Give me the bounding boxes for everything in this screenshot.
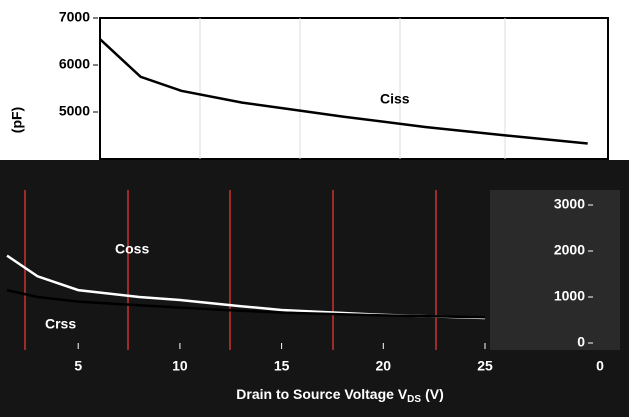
- plot-area: [99, 17, 609, 160]
- y-tick-label: 6000: [59, 56, 90, 72]
- series-line: [6, 288, 486, 319]
- y-axis-label: (pF): [9, 107, 25, 133]
- x-label-main: Drain to Source Voltage V: [236, 386, 408, 402]
- y-tick-label: 5000: [59, 103, 90, 119]
- x-tick-label: 10: [172, 358, 188, 374]
- y-tick-label: 3000: [554, 196, 585, 212]
- series-label: Coss: [115, 241, 149, 257]
- x-tick-label: 20: [376, 358, 392, 374]
- series-line: [99, 38, 588, 145]
- x-tick-label: 15: [274, 358, 290, 374]
- y-tick-label: 1000: [554, 288, 585, 304]
- x-tick-label: 25: [477, 358, 493, 374]
- annotation: 0: [596, 358, 604, 374]
- glitch-lines: [24, 190, 437, 350]
- x-label-unit: (V): [425, 386, 444, 402]
- glitch-block: [490, 190, 620, 350]
- y-tick-label: 2000: [554, 242, 585, 258]
- x-tick-label: 5: [74, 358, 82, 374]
- y-tick-label: 0: [577, 334, 585, 350]
- series-label: Ciss: [380, 91, 410, 107]
- x-axis-label: Drain to Source Voltage VDS (V): [236, 386, 443, 405]
- y-tick-label: 7000: [59, 9, 90, 25]
- series-label: Crss: [45, 316, 76, 332]
- x-label-sub: DS: [407, 394, 421, 405]
